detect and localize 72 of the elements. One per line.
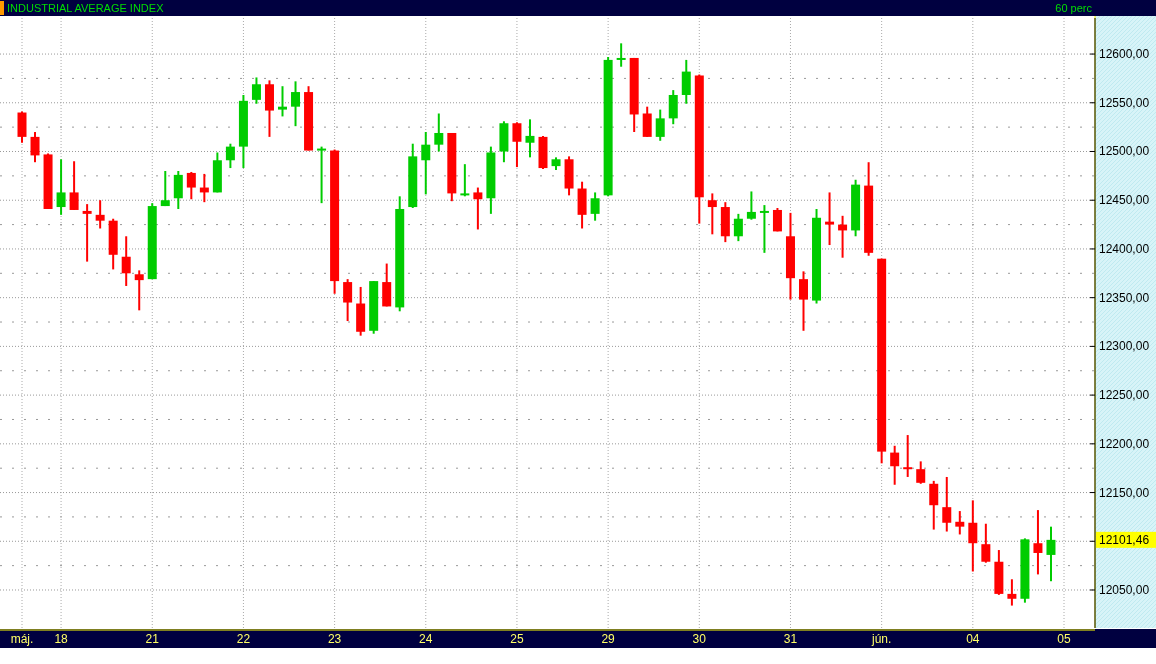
x-tick-label: 23 [327,632,342,646]
candlestick [473,186,483,231]
x-tick-label: jún. [870,632,892,646]
candlestick [186,170,196,201]
y-tick-label: 12200,00 [1099,436,1150,451]
candlestick [707,192,717,236]
candlestick [903,434,913,478]
candlestick [512,121,522,169]
y-tick-label: 12050,00 [1099,583,1150,597]
x-tick-label: 29 [601,632,616,646]
y-tick-label: 12400,00 [1099,241,1150,256]
candlestick [460,163,470,198]
candlestick [642,105,652,138]
y-tick-label: 12350,00 [1099,290,1150,305]
text: 12101,46 [1099,532,1150,547]
candlestick [616,42,626,68]
chart-title: INDUSTRIAL AVERAGE INDEX [7,2,165,14]
y-tick-label: 12600,00 [1099,47,1150,62]
candlestick [1007,578,1017,607]
x-tick-label: 24 [419,632,433,646]
candlestick [525,118,535,159]
x-tick-label: máj. [10,632,34,646]
candlestick [82,203,92,263]
x-tick-label: 05 [1057,632,1071,646]
candlestick [121,235,131,287]
x-tick-label: 22 [236,632,251,646]
candlestick [590,191,600,222]
y-tick-label: 12450,00 [1099,193,1150,208]
candlestick [317,145,327,205]
candlestick [134,269,144,312]
candlestick [1046,525,1056,583]
y-tick-label: 12550,00 [1099,95,1150,110]
candlestick [890,444,900,486]
x-tick-label: 31 [783,632,798,646]
candlestick [929,479,939,531]
candlestick [30,131,40,164]
candlestick [955,510,965,536]
text: 60 perc [1055,2,1093,14]
y-tick-label: 12300,00 [1099,339,1150,354]
candlestick [759,204,769,254]
candlestick [733,212,743,243]
y-tick-label: 12150,00 [1099,485,1150,500]
y-tick-label: 12500,00 [1099,144,1150,159]
candlestick [681,58,691,105]
candlestick [278,85,287,118]
y-tick-label: 12250,00 [1099,388,1150,403]
candlestick [291,80,301,128]
candlestick [825,191,835,247]
x-tick-label: 30 [692,632,707,646]
candlestick [434,112,444,153]
candlestick [421,131,431,196]
candlestick [95,199,105,230]
candlestick [1033,509,1043,576]
candlestick [225,142,235,170]
candlestick [655,108,665,142]
candlestick [942,475,952,533]
candlestick [251,76,261,105]
x-tick-label: 04 [966,632,980,646]
candlestick [668,89,678,126]
x-tick-label: 21 [145,632,160,646]
candlestick [69,160,79,211]
candlestick [160,169,170,208]
candlestick [981,522,991,564]
candlestick [173,169,183,210]
x-tick-label: 18 [54,632,69,646]
candlestick [916,460,926,485]
candlestick [56,158,66,216]
candlestick [799,270,808,332]
candlestick [968,499,978,573]
candlestick [343,278,353,323]
candlestick [746,190,756,221]
x-tick-label: 25 [510,632,524,646]
